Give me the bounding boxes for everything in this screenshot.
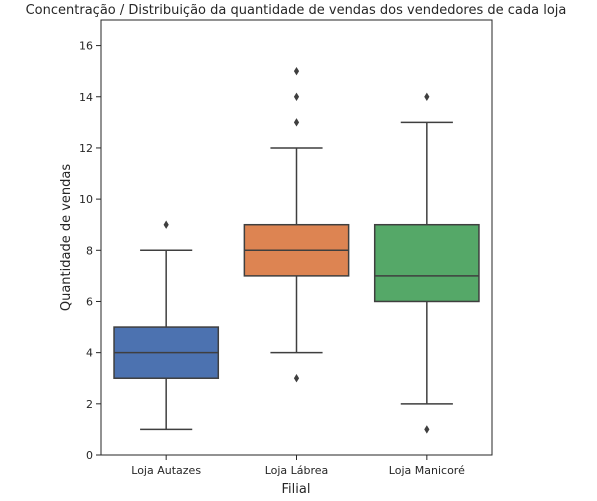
y-tick-label: 0 — [86, 449, 93, 462]
box-group — [243, 66, 350, 383]
y-axis: 0 2 4 6 8 10 12 14 16 — [79, 40, 101, 462]
y-tick-label: 6 — [86, 295, 93, 308]
box-group — [373, 92, 480, 434]
x-axis-label: Filial — [282, 482, 311, 497]
boxes — [113, 66, 480, 434]
y-tick-label: 8 — [86, 244, 93, 257]
y-axis-label: Quantidade de vendas — [59, 164, 74, 312]
y-tick-label: 2 — [86, 398, 93, 411]
y-tick-label: 12 — [79, 142, 93, 155]
outlier-point — [293, 92, 300, 101]
outlier-point — [293, 118, 300, 127]
outlier-point — [424, 92, 430, 101]
outlier-point — [293, 374, 300, 383]
x-axis: Loja Autazes Loja Lábrea Loja Manicoré — [131, 455, 465, 477]
y-tick-label: 16 — [79, 40, 93, 53]
y-tick-label: 4 — [86, 347, 93, 360]
x-tick-label: Loja Autazes — [131, 464, 201, 477]
x-tick-label: Loja Manicoré — [389, 464, 465, 477]
y-tick-label: 10 — [79, 193, 93, 206]
x-tick-label: Loja Lábrea — [265, 464, 329, 477]
iqr-box — [373, 223, 480, 303]
chart-title: Concentração / Distribuição da quantidad… — [26, 3, 567, 18]
outlier-point — [163, 220, 169, 229]
y-tick-label: 14 — [79, 91, 93, 104]
box-group — [113, 220, 220, 431]
outlier-point — [424, 425, 430, 434]
outlier-point — [293, 66, 300, 76]
